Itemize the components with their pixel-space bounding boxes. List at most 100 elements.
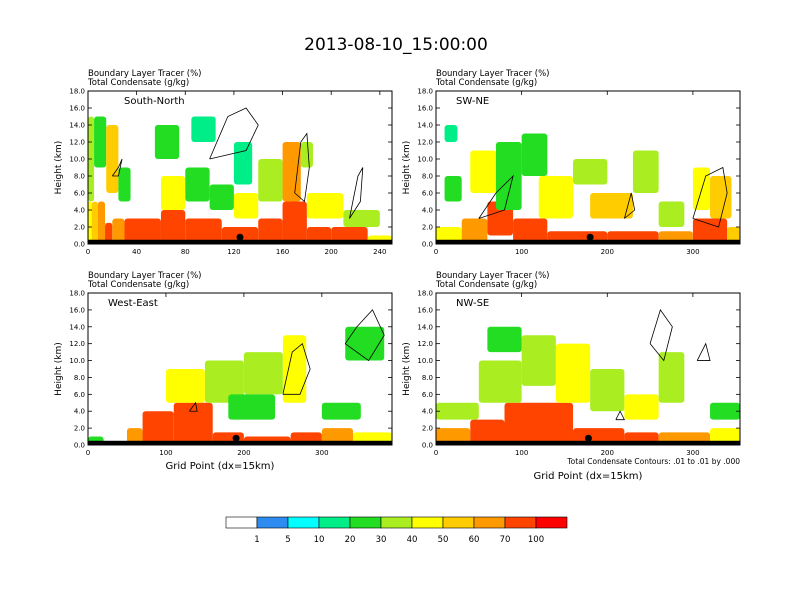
panel-south-north: Boundary Layer Tracer (%)Total Condensat… bbox=[54, 69, 393, 256]
condensate-contour bbox=[624, 192, 636, 219]
x-tick-label: 300 bbox=[315, 449, 328, 457]
panel-subtitle: Boundary Layer Tracer (%) bbox=[436, 271, 550, 281]
condensate-contour bbox=[349, 167, 364, 219]
tracer-cell bbox=[185, 218, 222, 244]
tracer-cell bbox=[191, 116, 216, 142]
location-marker bbox=[232, 434, 240, 442]
condensate-contour bbox=[615, 410, 626, 421]
y-tick-label: 18.0 bbox=[69, 290, 85, 298]
tracer-cell bbox=[624, 394, 659, 420]
colorbar-swatch bbox=[256, 516, 289, 529]
colorbar-label: 1 bbox=[254, 535, 259, 545]
x-tick-label: 0 bbox=[434, 248, 438, 256]
colorbar-label: 70 bbox=[500, 535, 511, 545]
y-tick-label: 12.0 bbox=[69, 340, 85, 348]
x-tick-label: 200 bbox=[325, 248, 338, 256]
plot-frame bbox=[87, 292, 393, 446]
colorbar-label: 20 bbox=[345, 535, 356, 545]
tracer-cell bbox=[258, 218, 283, 244]
tracer-cell bbox=[632, 150, 659, 193]
y-tick-label: 6.0 bbox=[74, 391, 85, 399]
colorbar-swatch bbox=[504, 516, 537, 529]
colorbar-swatch bbox=[473, 516, 506, 529]
condensate-contour bbox=[344, 309, 385, 362]
tracer-cell bbox=[470, 150, 496, 193]
x-tick-label: 100 bbox=[515, 449, 528, 457]
y-tick-label: 0.0 bbox=[74, 442, 85, 450]
panel-west-east: Boundary Layer Tracer (%)Total Condensat… bbox=[54, 271, 393, 472]
condensate-contour bbox=[692, 166, 728, 228]
tracer-cell bbox=[521, 335, 556, 386]
x-axis-label: Grid Point (dx=15km) bbox=[534, 471, 643, 482]
condensate-contour bbox=[209, 107, 259, 160]
y-tick-label: 18.0 bbox=[417, 290, 433, 298]
tracer-cell bbox=[710, 402, 740, 420]
x-tick-label: 160 bbox=[276, 248, 289, 256]
colorbar-swatch bbox=[318, 516, 351, 529]
y-tick-label: 4.0 bbox=[74, 207, 85, 215]
y-tick-label: 4.0 bbox=[422, 207, 433, 215]
tracer-cell bbox=[282, 201, 307, 244]
tracer-cell bbox=[258, 159, 283, 202]
x-tick-label: 0 bbox=[434, 449, 438, 457]
panel-subtitle: Boundary Layer Tracer (%) bbox=[88, 69, 202, 79]
tracer-cell bbox=[124, 218, 161, 244]
tracer-cell bbox=[160, 210, 186, 244]
terrain bbox=[436, 239, 740, 244]
y-tick-label: 2.0 bbox=[74, 224, 85, 232]
tracer-cell bbox=[173, 402, 213, 445]
y-tick-label: 16.0 bbox=[417, 105, 433, 113]
tracer-cell bbox=[692, 218, 728, 244]
x-tick-label: 100 bbox=[515, 248, 528, 256]
tracer-cell bbox=[185, 167, 210, 202]
figure-title: 2013-08-10_15:00:00 bbox=[304, 35, 488, 55]
colorbar-swatch bbox=[535, 516, 568, 529]
y-tick-label: 8.0 bbox=[74, 173, 85, 181]
x-axis-label: Grid Point (dx=15km) bbox=[166, 461, 275, 472]
colorbar-label: 30 bbox=[376, 535, 387, 545]
tracer-cell bbox=[504, 402, 574, 445]
y-tick-label: 10.0 bbox=[417, 156, 433, 164]
tracer-cell bbox=[321, 402, 361, 420]
colorbar-label: 60 bbox=[469, 535, 480, 545]
tracer-cell bbox=[590, 193, 633, 219]
tracer-cell bbox=[444, 176, 462, 202]
x-tick-label: 200 bbox=[237, 449, 250, 457]
y-tick-label: 0.0 bbox=[422, 241, 433, 249]
x-tick-label: 80 bbox=[181, 248, 190, 256]
y-tick-label: 2.0 bbox=[422, 425, 433, 433]
panel-sw-ne: Boundary Layer Tracer (%)Total Condensat… bbox=[402, 69, 741, 256]
colorbar-label: 40 bbox=[407, 535, 418, 545]
tracer-cell bbox=[160, 176, 186, 210]
y-tick-label: 2.0 bbox=[74, 425, 85, 433]
tracer-cell bbox=[228, 394, 276, 420]
colorbar-label: 10 bbox=[314, 535, 325, 545]
tracer-cell bbox=[478, 360, 522, 403]
tracer-cell bbox=[345, 326, 385, 361]
y-tick-label: 0.0 bbox=[422, 442, 433, 450]
plot-frame bbox=[87, 90, 393, 245]
terrain bbox=[88, 440, 392, 445]
tracer-field bbox=[88, 309, 392, 445]
tracer-cell bbox=[204, 360, 244, 403]
y-tick-label: 16.0 bbox=[69, 306, 85, 314]
terrain bbox=[88, 239, 392, 244]
y-tick-label: 14.0 bbox=[417, 122, 433, 130]
tracer-cell bbox=[94, 116, 107, 168]
panel-subtitle: Total Condensate (g/kg) bbox=[87, 78, 189, 88]
colorbar-swatch bbox=[411, 516, 444, 529]
y-tick-label: 18.0 bbox=[417, 88, 433, 96]
tracer-cell bbox=[573, 159, 608, 185]
y-tick-label: 18.0 bbox=[69, 88, 85, 96]
tracer-cell bbox=[243, 352, 283, 395]
y-axis-label: Height (km) bbox=[54, 141, 64, 195]
tracer-cell bbox=[658, 352, 685, 403]
panel-nw-se: Boundary Layer Tracer (%) Total Condensat… bbox=[402, 271, 741, 482]
condensate-contour bbox=[696, 342, 711, 361]
tracer-cell bbox=[590, 369, 625, 412]
x-tick-label: 300 bbox=[686, 248, 699, 256]
y-tick-label: 4.0 bbox=[74, 408, 85, 416]
y-tick-label: 10.0 bbox=[417, 357, 433, 365]
condensate-contour bbox=[111, 158, 123, 177]
contour-note: Total Condensate Contours: .01 to .01 by… bbox=[566, 457, 740, 466]
